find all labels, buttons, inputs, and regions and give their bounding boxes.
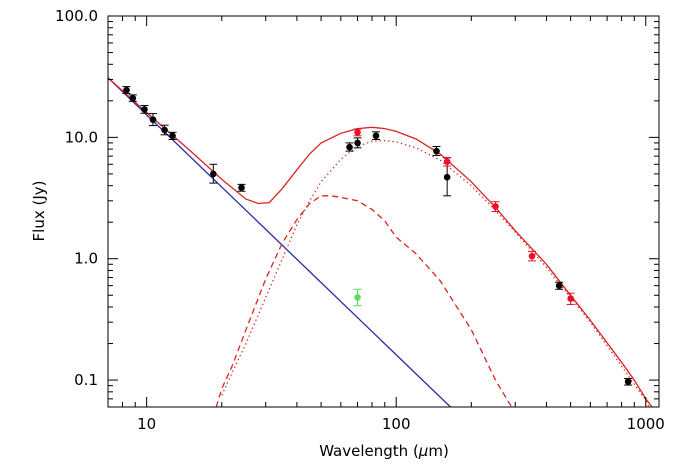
model-curves (108, 77, 653, 407)
data-point-4-0 (122, 86, 131, 94)
plot-frame (107, 15, 660, 408)
data-point-4-5 (168, 131, 177, 141)
x-axis-label: Wavelength (μm) (319, 442, 449, 460)
data-point-4-7 (237, 183, 246, 192)
y-axis-label: Flux (Jy) (30, 181, 48, 242)
series-line-0 (108, 77, 451, 407)
data-point-5-2 (491, 201, 500, 212)
data-point-4-9 (353, 137, 362, 149)
data-point-5-0 (353, 128, 362, 137)
axes: 10 100 1000 0.1 1.0 10.0 100.0 (55, 7, 665, 433)
x-tick-label: 10 (137, 415, 156, 433)
series-line-3 (215, 195, 513, 407)
data-point-4-1 (128, 94, 137, 102)
data-point-5-4 (566, 292, 575, 305)
data-point-4-11 (432, 146, 441, 156)
data-point-4-3 (148, 113, 157, 127)
y-tick-label: 100.0 (55, 7, 98, 25)
data-point-4-8 (345, 142, 354, 152)
series-line-1 (108, 77, 653, 407)
y-tick-label: 10.0 (65, 128, 98, 146)
y-tick-label: 1.0 (74, 250, 98, 268)
x-tick-label: 1000 (627, 415, 665, 433)
series-line-2 (221, 139, 650, 407)
data-markers (122, 86, 633, 386)
data-point-5-1 (443, 157, 452, 167)
data-point-4-10 (372, 131, 381, 141)
data-point-5-3 (527, 250, 536, 262)
data-point-4-14 (624, 378, 633, 386)
data-point-4-2 (140, 105, 149, 114)
data-point-4-13 (555, 281, 564, 290)
x-tick-label: 100 (382, 415, 411, 433)
data-point-6-0 (353, 288, 362, 307)
data-point-4-4 (160, 124, 169, 136)
y-tick-label: 0.1 (74, 371, 98, 389)
data-point-4-6 (209, 163, 218, 184)
